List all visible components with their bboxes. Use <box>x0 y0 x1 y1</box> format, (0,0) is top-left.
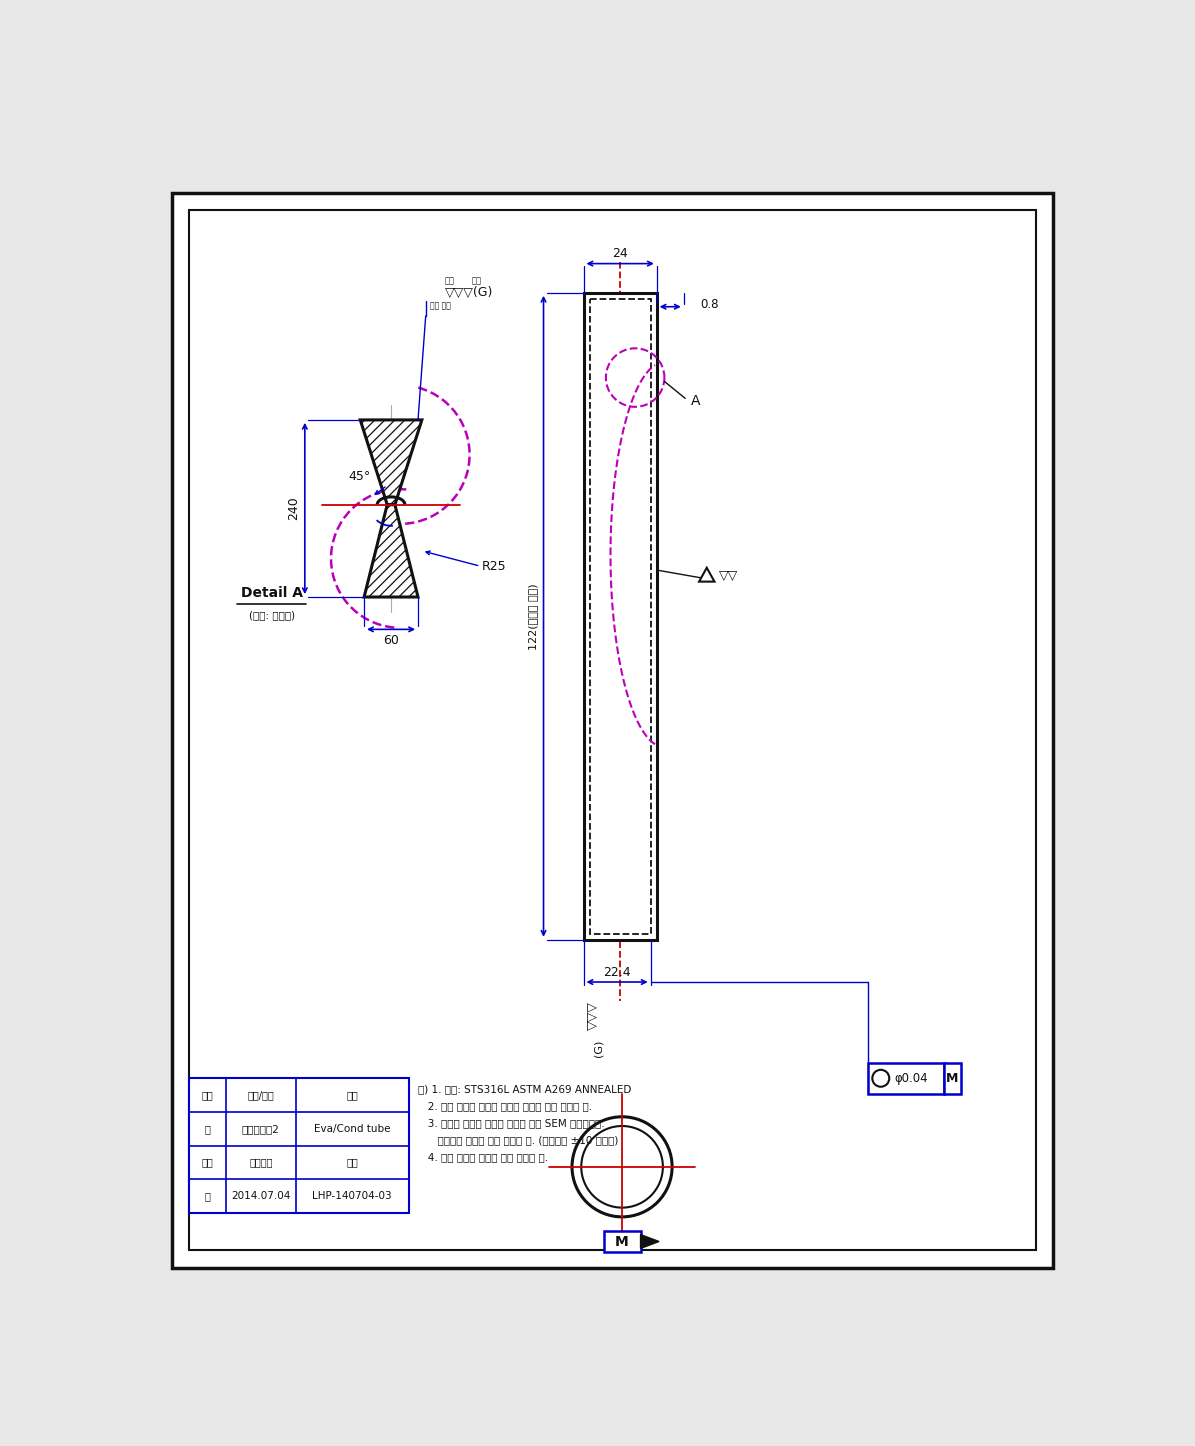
Bar <box>189 1079 409 1213</box>
Text: 内면: 内면 <box>445 276 455 286</box>
Text: 0.8: 0.8 <box>700 298 719 311</box>
Text: ▽▽▽(G): ▽▽▽(G) <box>445 286 494 299</box>
Bar <box>944 1063 961 1093</box>
Text: (단위: 미크론): (단위: 미크론) <box>249 610 295 620</box>
Text: 22.4: 22.4 <box>603 966 631 979</box>
Text: ▽▽▽: ▽▽▽ <box>587 1001 600 1030</box>
Text: 4. 모든 도식이 아니의 이상 처리할 것.: 4. 모든 도식이 아니의 이상 처리할 것. <box>418 1152 549 1163</box>
Text: Eva/Cond tube: Eva/Cond tube <box>314 1124 391 1134</box>
Text: 2014.07.04: 2014.07.04 <box>232 1192 290 1202</box>
Text: LHP-140704-03: LHP-140704-03 <box>312 1192 392 1202</box>
Text: 2. 끝면 가이드 단면의 내면은 다음과 같이 가공할 것.: 2. 끝면 가이드 단면의 내면은 다음과 같이 가공할 것. <box>418 1102 593 1112</box>
Text: 45°: 45° <box>348 470 370 483</box>
Text: 주) 1. 재질: STS316L ASTM A269 ANNEALED: 주) 1. 재질: STS316L ASTM A269 ANNEALED <box>418 1084 631 1095</box>
Text: 122(그름를 기준): 122(그름를 기준) <box>528 583 538 649</box>
Text: M: M <box>946 1071 958 1084</box>
Text: R25: R25 <box>482 560 507 573</box>
Text: 도번: 도번 <box>347 1157 358 1167</box>
Text: 닌: 닌 <box>204 1124 210 1134</box>
Bar <box>583 294 657 940</box>
Bar <box>869 1063 944 1093</box>
Text: 검토: 검토 <box>202 1157 214 1167</box>
Text: 다이타타고2: 다이타타고2 <box>243 1124 280 1134</box>
Text: φ0.04: φ0.04 <box>895 1071 929 1084</box>
Text: 도명: 도명 <box>347 1090 358 1100</box>
Polygon shape <box>360 419 422 505</box>
Polygon shape <box>699 568 715 581</box>
Bar <box>589 299 650 934</box>
Polygon shape <box>641 1235 658 1248</box>
Polygon shape <box>364 505 418 597</box>
Text: M: M <box>615 1235 629 1248</box>
Text: 60: 60 <box>384 633 399 646</box>
Text: 재질: 재질 <box>202 1090 214 1100</box>
Text: 외면: 외면 <box>472 276 482 286</box>
Text: 닌: 닌 <box>204 1192 210 1202</box>
Text: 3. 그리고 내면의 내면의 내면에 내면 SEM 확인하시오.: 3. 그리고 내면의 내면의 내면에 내면 SEM 확인하시오. <box>418 1118 605 1128</box>
Text: ▽▽: ▽▽ <box>719 568 739 581</box>
Text: 240: 240 <box>287 496 300 521</box>
Text: 사양으로 아래와 같이 필요한 것. (가로수치 ±10 이니다): 사양으로 아래와 같이 필요한 것. (가로수치 ±10 이니다) <box>418 1135 618 1145</box>
Bar <box>603 1231 641 1252</box>
Text: Detail A: Detail A <box>240 586 302 600</box>
Text: 파안 가공: 파안 가공 <box>429 301 451 311</box>
Text: A: A <box>692 393 700 408</box>
Text: 설계인원: 설계인원 <box>250 1157 272 1167</box>
Text: 24: 24 <box>612 247 629 260</box>
Text: (G): (G) <box>594 1040 603 1057</box>
Text: 설계/검토: 설계/검토 <box>247 1090 275 1100</box>
